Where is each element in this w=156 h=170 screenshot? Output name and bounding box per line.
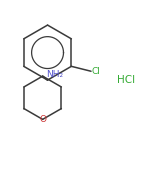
Text: O: O <box>39 115 46 124</box>
Text: HCl: HCl <box>117 75 135 85</box>
Text: Cl: Cl <box>92 67 101 76</box>
Text: NH₂: NH₂ <box>47 70 64 79</box>
